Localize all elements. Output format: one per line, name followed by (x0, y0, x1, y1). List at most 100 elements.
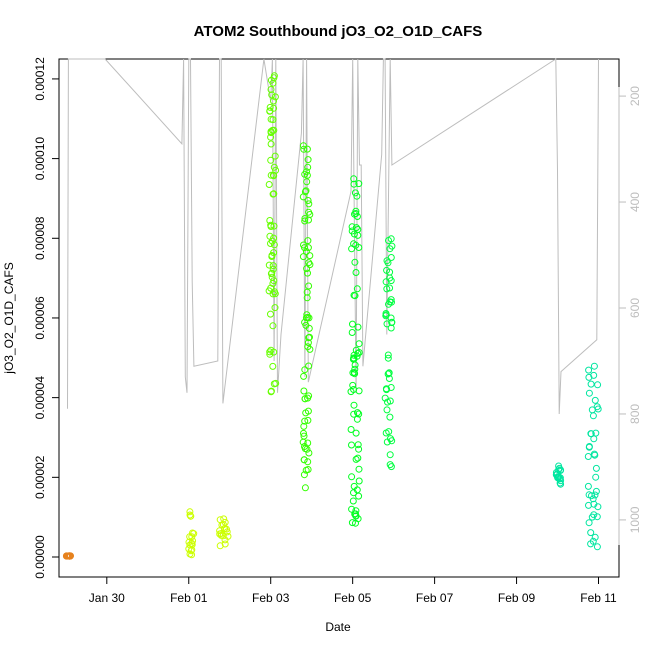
data-point (269, 262, 277, 270)
data-point (355, 410, 363, 418)
data-point (381, 394, 389, 402)
data-point (224, 532, 232, 540)
data-point (592, 487, 600, 495)
data-point (350, 180, 358, 188)
data-point (383, 285, 391, 293)
data-point (557, 477, 565, 485)
data-point (555, 466, 563, 474)
data-point (348, 223, 356, 231)
data-point (267, 156, 275, 164)
data-point (216, 516, 224, 524)
data-point (266, 350, 274, 358)
data-point (186, 541, 194, 549)
data-point (355, 477, 363, 485)
data-point (301, 366, 309, 374)
data-point (305, 259, 313, 267)
data-point (386, 245, 394, 253)
data-point (268, 252, 276, 259)
x-tick-label: Feb 07 (416, 591, 454, 605)
data-point (271, 93, 279, 101)
data-point (350, 175, 358, 183)
data-point (302, 409, 310, 417)
data-point (300, 422, 308, 430)
data-point (270, 74, 278, 82)
data-point (384, 398, 391, 406)
data-point (384, 351, 392, 359)
data-point (306, 252, 314, 260)
data-point (348, 519, 356, 527)
data-point (305, 200, 313, 208)
data-point (387, 296, 395, 304)
data-point (266, 232, 274, 240)
data-point (268, 91, 276, 99)
data-point (351, 189, 359, 197)
data-point (301, 417, 309, 425)
data-point (354, 323, 362, 331)
data-point (355, 180, 363, 188)
data-point (305, 324, 313, 332)
data-point (589, 537, 597, 545)
x-tick-label: Feb 11 (580, 591, 617, 605)
data-point (304, 197, 312, 204)
data-point (350, 240, 358, 248)
data-point (306, 333, 313, 341)
data-point (352, 507, 360, 515)
data-point (384, 354, 392, 362)
data-point (355, 445, 363, 453)
data-point (267, 387, 275, 395)
data-point (267, 223, 275, 230)
data-point (269, 116, 277, 124)
data-point (355, 387, 363, 395)
y-right-tick-label: 600 (628, 298, 642, 318)
data-point (588, 406, 596, 414)
data-point (387, 463, 395, 471)
data-point (349, 497, 357, 505)
data-point (271, 304, 279, 312)
data-point (383, 320, 391, 328)
data-point (269, 190, 277, 198)
data-point (270, 97, 277, 105)
data-point (585, 373, 593, 381)
data-point (387, 314, 395, 322)
data-point (555, 462, 563, 470)
data-point (384, 259, 392, 267)
data-point (353, 285, 361, 293)
y-right-tick-label: 200 (628, 86, 642, 106)
data-point (301, 445, 309, 453)
data-point (265, 181, 273, 188)
data-point (267, 86, 275, 93)
data-point (304, 163, 312, 171)
data-point (587, 380, 595, 388)
data-point (300, 429, 307, 437)
data-point (591, 533, 599, 541)
data-point (187, 512, 195, 520)
data-point (299, 253, 307, 261)
data-point (355, 340, 363, 348)
data-point (387, 254, 395, 261)
y-tick-label: 0.00002 (33, 455, 47, 499)
data-point (269, 290, 277, 298)
x-axis-title: Date (325, 620, 351, 634)
data-point (350, 410, 358, 418)
data-point (64, 552, 72, 560)
data-point (301, 244, 308, 252)
data-point (304, 466, 312, 473)
y-tick-label: 0.00010 (33, 137, 47, 181)
data-point (593, 543, 601, 551)
data-points-layer (62, 72, 602, 560)
data-point (350, 482, 358, 490)
data-point (269, 362, 277, 370)
data-point (383, 406, 391, 414)
y-tick-label: 0.00008 (33, 216, 47, 260)
data-point (349, 320, 356, 328)
data-point (354, 349, 362, 357)
data-point (267, 310, 274, 318)
data-point (188, 551, 196, 559)
x-tick-label: Feb 05 (334, 591, 372, 605)
data-point (385, 237, 392, 244)
data-point (300, 471, 308, 479)
data-point (303, 145, 311, 153)
data-point (269, 280, 277, 287)
data-point (584, 453, 592, 460)
data-point (304, 416, 312, 424)
